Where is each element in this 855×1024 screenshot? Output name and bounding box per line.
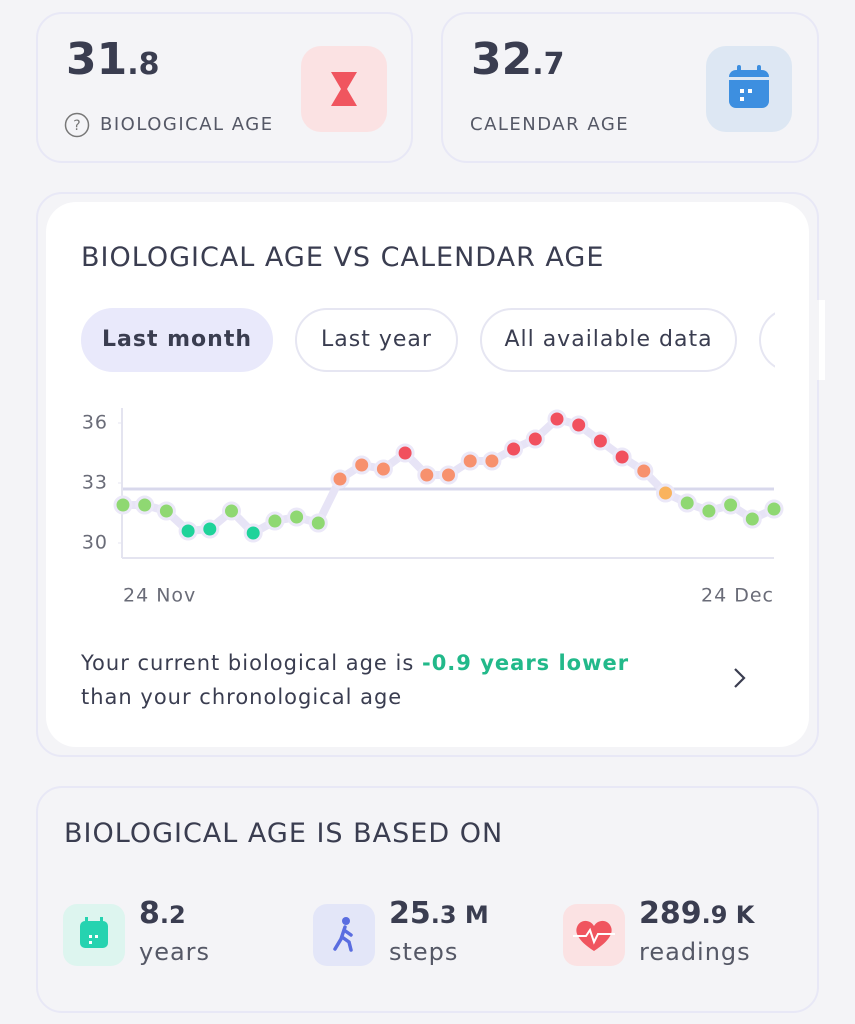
mask <box>809 300 819 380</box>
point <box>547 409 567 429</box>
calendar-age-card: 32.7 CALENDAR AGE <box>441 12 819 163</box>
point <box>504 439 524 459</box>
int: 32 <box>471 34 533 85</box>
point <box>699 501 719 521</box>
dec: .3 M <box>430 901 489 929</box>
point <box>200 519 220 539</box>
point <box>287 507 307 527</box>
x-tick-label: 24 Nov <box>123 585 196 607</box>
int: 25 <box>389 896 431 931</box>
chart-title: BIOLOGICAL AGE VS CALENDAR AGE <box>81 242 605 273</box>
hourglass-icon <box>301 46 387 132</box>
point <box>590 431 610 451</box>
years-unit: years <box>139 938 211 966</box>
section-title: BIOLOGICAL AGE IS BASED ON <box>64 818 504 849</box>
calendar-age-value: 32.7 <box>471 34 565 85</box>
point <box>439 465 458 485</box>
bio-age-value: 31.8 <box>66 34 160 85</box>
bio-age-label: BIOLOGICAL AGE <box>100 114 274 135</box>
svg-text:?: ? <box>73 118 80 134</box>
calendar-age-label: CALENDAR AGE <box>470 114 630 135</box>
point <box>135 495 155 515</box>
tab-active[interactable]: Last month <box>81 308 273 372</box>
dec: .8 <box>127 47 160 82</box>
point <box>178 521 198 541</box>
dec: .7 <box>532 47 565 82</box>
point <box>222 501 241 521</box>
point <box>113 495 133 515</box>
point <box>417 465 437 485</box>
point <box>460 451 480 471</box>
point <box>352 455 372 475</box>
readings-unit: readings <box>639 938 751 966</box>
summary-highlight: -0.9 years lower <box>421 651 630 675</box>
int: 31 <box>66 34 128 85</box>
point <box>634 461 654 481</box>
point <box>764 499 784 519</box>
steps-icon <box>313 904 375 966</box>
calendar-icon <box>706 46 792 132</box>
steps-unit: steps <box>389 938 459 966</box>
mask <box>46 300 76 380</box>
chevron[interactable] <box>730 666 750 690</box>
point <box>265 511 285 531</box>
point <box>482 451 502 471</box>
x-tick-label: 24 Dec <box>701 585 774 607</box>
based-on-card <box>36 786 819 1013</box>
point <box>742 509 762 529</box>
point <box>656 483 675 503</box>
bio-age-card: 31.8 ? BIOLOGICAL AGE <box>36 12 413 163</box>
point <box>677 493 697 513</box>
point <box>395 443 415 463</box>
tab[interactable]: Last year <box>295 308 458 372</box>
y-tick-label: 33 <box>82 472 108 494</box>
years-icon <box>63 904 125 966</box>
point <box>721 495 741 515</box>
point <box>156 501 176 521</box>
dec: .9 K <box>701 901 755 929</box>
point <box>612 447 632 467</box>
heart-icon <box>563 904 625 966</box>
tab[interactable]: All available data <box>480 308 737 372</box>
point <box>525 429 545 449</box>
y-tick-label: 36 <box>82 412 108 434</box>
y-tick-label: 30 <box>82 532 108 554</box>
readings-value: 289.9 K <box>639 896 754 931</box>
point <box>243 523 263 543</box>
help-icon[interactable]: ? <box>64 112 90 138</box>
dec: .2 <box>159 901 186 929</box>
point <box>569 415 589 435</box>
steps-value: 25.3 M <box>389 896 489 931</box>
years-value: 8.2 <box>139 896 186 931</box>
point <box>308 513 328 533</box>
int: 289 <box>639 896 702 931</box>
int: 8 <box>139 896 160 931</box>
point <box>373 459 393 479</box>
summary-text: than your chronological age <box>81 685 403 709</box>
point <box>330 469 350 489</box>
summary-text: Your current biological age is <box>81 651 415 675</box>
summary: Your current biological age is -0.9 year… <box>81 646 629 714</box>
